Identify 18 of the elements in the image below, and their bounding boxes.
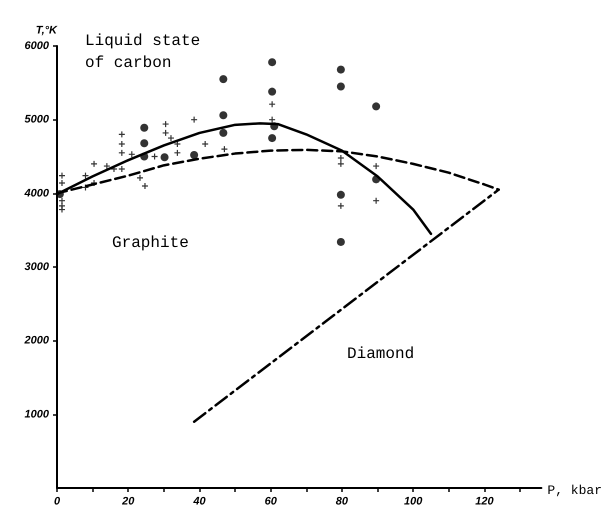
y-tick-label: 6000 <box>24 40 50 52</box>
x-tick-label: 20 <box>121 496 136 508</box>
y-tick-label: 4000 <box>24 187 50 200</box>
x-axis-title: P, kbar <box>547 483 602 498</box>
y-tick-label: 2000 <box>24 334 50 347</box>
x-tick-label: 120 <box>475 496 494 508</box>
y-tick-label: 5000 <box>24 114 50 126</box>
x-tick-label: 60 <box>264 496 278 508</box>
annotation: Liquid state of carbon <box>85 32 210 72</box>
x-tick-label: 80 <box>336 496 349 508</box>
y-axis-title: T,°K <box>36 24 58 36</box>
x-tick-label: 40 <box>192 496 206 508</box>
annotation: Graphite <box>112 234 189 252</box>
annotation: Diamond <box>347 345 414 363</box>
x-tick-label: 0 <box>54 496 61 508</box>
x-tick-label: 100 <box>404 496 424 508</box>
y-tick-label: 3000 <box>24 261 50 273</box>
y-tick-label: 1000 <box>24 408 50 420</box>
